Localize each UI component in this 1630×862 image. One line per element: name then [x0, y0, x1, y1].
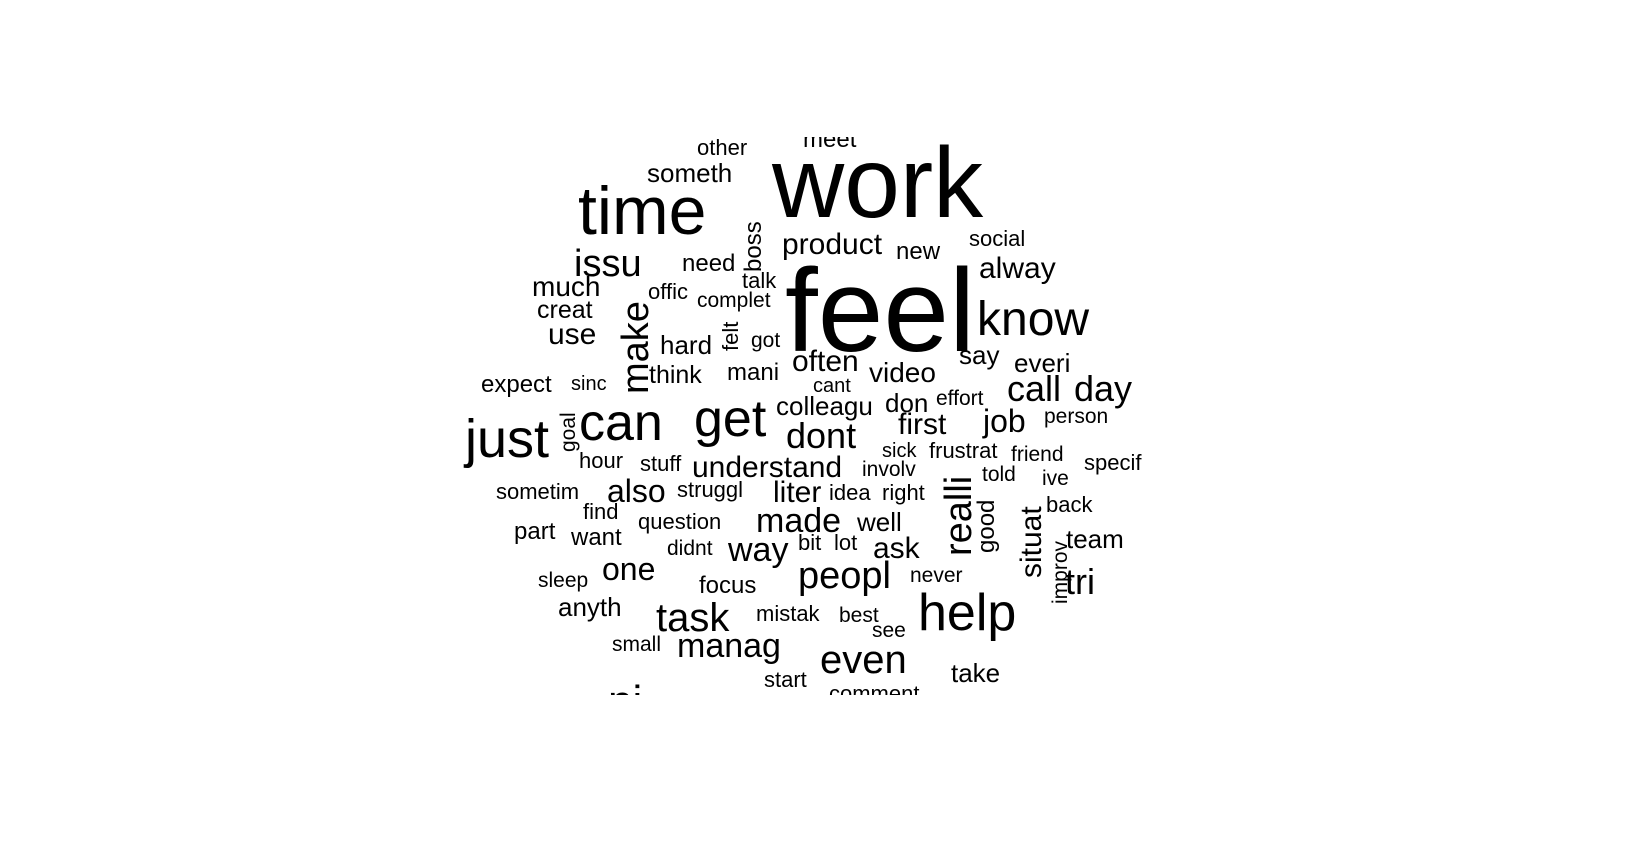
word-work: work — [772, 137, 984, 239]
word-situat: situat — [1015, 506, 1048, 578]
word-other: other — [697, 137, 748, 160]
word-even: even — [820, 638, 907, 682]
word-get: get — [694, 390, 767, 448]
word-first: first — [898, 408, 947, 441]
word-new: new — [896, 238, 941, 265]
word-way: way — [728, 531, 789, 569]
word-told: told — [982, 463, 1016, 486]
word-didnt: didnt — [667, 537, 713, 560]
word-question: question — [638, 509, 722, 534]
word-colleagu: colleagu — [776, 391, 873, 421]
word-team: team — [1066, 524, 1124, 554]
word-small: small — [612, 633, 662, 656]
word-manag: manag — [677, 627, 781, 665]
word-frustrat: frustrat — [929, 438, 998, 463]
word-sleep: sleep — [538, 569, 589, 592]
word-hard: hard — [660, 330, 713, 360]
word-someth: someth — [647, 158, 733, 188]
word-social: social — [969, 226, 1026, 251]
word-never: never — [910, 564, 963, 587]
word-mistak: mistak — [756, 601, 820, 626]
word-also: also — [607, 473, 666, 509]
word-liter: liter — [773, 476, 822, 509]
word-right: right — [882, 480, 925, 505]
word-need: need — [682, 250, 736, 277]
word-think: think — [649, 361, 702, 389]
word-back: back — [1046, 492, 1093, 517]
word-time: time — [578, 173, 707, 249]
word-find: find — [583, 499, 619, 524]
word-felt: felt — [718, 321, 743, 351]
word-stuff: stuff — [640, 451, 682, 476]
word-idea: idea — [829, 480, 871, 505]
word-help: help — [918, 584, 1017, 642]
word-start: start — [764, 667, 807, 692]
word-ive: ive — [1042, 467, 1069, 490]
word-ni: ni — [608, 680, 642, 696]
word-hour: hour — [579, 448, 624, 473]
word-one: one — [602, 551, 656, 587]
word-task: task — [656, 596, 730, 640]
word-know: know — [977, 293, 1090, 346]
word-made: made — [756, 502, 842, 540]
word-day: day — [1074, 368, 1133, 409]
word-often: often — [792, 345, 859, 378]
word-offic: offic — [648, 279, 688, 304]
word-best: best — [839, 604, 879, 627]
word-involv: involv — [862, 458, 916, 481]
word-tri: tri — [1065, 561, 1095, 602]
word-expect: expect — [481, 371, 552, 398]
word-complet: complet — [697, 289, 771, 312]
word-understand: understand — [692, 451, 843, 484]
word-don: don — [885, 388, 929, 418]
word-cloud-clip: meet other someth work time boss issu product ne… — [0, 137, 1630, 695]
word-call: call — [1007, 368, 1062, 409]
word-product: product — [782, 228, 883, 261]
word-sometim: sometim — [496, 479, 580, 504]
word-meet: meet — [803, 137, 857, 153]
word-goal: goal — [557, 412, 580, 452]
word-sinc: sinc — [571, 373, 607, 395]
word-alway: alway — [979, 252, 1056, 285]
word-friend: friend — [1011, 443, 1064, 466]
word-focus: focus — [699, 572, 757, 599]
word-peopl: peopl — [798, 555, 891, 597]
word-boss: boss — [740, 221, 767, 272]
word-feel: feel — [785, 245, 976, 377]
word-specif: specif — [1084, 450, 1142, 475]
word-got: got — [751, 329, 781, 352]
word-just: just — [465, 409, 550, 469]
word-take: take — [951, 658, 1001, 688]
word-can: can — [579, 394, 663, 452]
word-want: want — [571, 524, 622, 551]
word-dont: dont — [786, 415, 857, 456]
word-lot: lot — [834, 530, 858, 555]
word-ask: ask — [873, 532, 920, 565]
word-well: well — [857, 507, 902, 537]
word-comment: comment — [829, 681, 920, 696]
word-video: video — [869, 357, 936, 388]
word-effort: effort — [936, 387, 984, 410]
word-bit: bit — [798, 530, 822, 555]
word-person: person — [1044, 405, 1109, 428]
word-part: part — [514, 518, 556, 545]
word-creat: creat — [537, 296, 593, 324]
word-see: see — [872, 619, 906, 642]
word-much: much — [532, 271, 601, 302]
word-talk: talk — [742, 268, 777, 293]
word-mani: mani — [727, 359, 780, 386]
word-job: job — [983, 403, 1026, 439]
word-good: good — [973, 499, 1000, 553]
word-say: say — [959, 340, 1000, 370]
word-issu: issu — [574, 243, 642, 285]
word-struggl: struggl — [677, 477, 744, 502]
word-cant: cant — [813, 375, 851, 397]
word-use: use — [548, 318, 597, 351]
word-everi: everi — [1014, 348, 1071, 378]
word-sick: sick — [882, 440, 917, 462]
word-anyth: anyth — [558, 592, 622, 622]
